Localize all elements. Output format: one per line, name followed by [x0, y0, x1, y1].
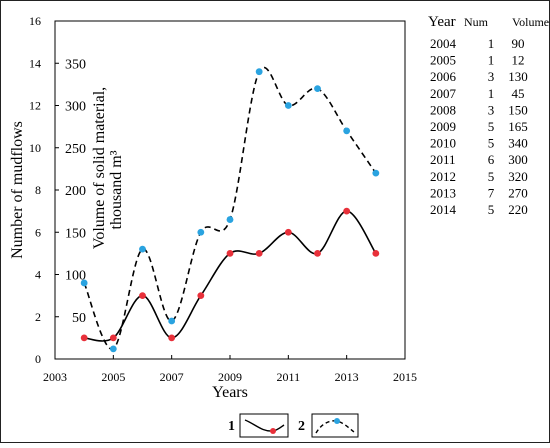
- table-cell: 2005: [430, 53, 456, 68]
- right-scale-label: 150: [65, 226, 86, 241]
- left-tick-label: 8: [35, 183, 41, 197]
- legend-swatch-2: [315, 420, 355, 434]
- legend-label-1: 1: [228, 419, 235, 434]
- series-point-1: [197, 292, 205, 300]
- table-cell: 2012: [430, 169, 456, 184]
- series-point-2: [139, 245, 146, 253]
- x-tick-label: 2009: [218, 370, 242, 384]
- series-point-2: [80, 279, 88, 287]
- legend-marker-2: [334, 418, 340, 424]
- series-point-2: [226, 216, 234, 223]
- series-point-1: [314, 249, 321, 257]
- series-point-2: [372, 169, 380, 177]
- table-cell: 2006: [430, 69, 457, 84]
- series-point-2: [109, 345, 117, 353]
- table-cell: 5: [488, 136, 495, 151]
- table-cell: 1: [488, 53, 495, 68]
- table-cell: 2013: [430, 185, 456, 200]
- series-point-1: [226, 249, 234, 257]
- table-cell: 165: [508, 119, 528, 134]
- legend-box-1: [239, 413, 289, 438]
- table-cell: 1: [488, 36, 495, 51]
- right-scale-label: 300: [65, 100, 86, 115]
- x-tick-label: 2015: [393, 370, 417, 384]
- table-cell: 300: [508, 152, 528, 167]
- legend: 1 2: [228, 413, 359, 438]
- legend-marker-1: [270, 428, 276, 434]
- table-cell: 2010: [430, 136, 456, 151]
- right-scale-label: 250: [65, 142, 86, 157]
- table-cell: 7: [488, 185, 495, 200]
- series-point-1: [80, 334, 88, 342]
- left-tick-label: 10: [29, 141, 41, 155]
- table-cell: 90: [512, 36, 525, 51]
- table-cell: 270: [508, 185, 528, 200]
- table-cell: 1: [488, 86, 495, 101]
- x-tick-label: 2011: [277, 370, 301, 384]
- x-axis-title: Years: [212, 384, 248, 401]
- series-point-2: [343, 127, 351, 135]
- table-cell: 2014: [430, 202, 457, 217]
- series-point-1: [284, 228, 292, 236]
- table-cell: 220: [508, 202, 528, 217]
- series-point-2: [197, 228, 205, 236]
- series-point-1: [372, 249, 380, 257]
- table-cell: 2004: [430, 36, 457, 51]
- series-point-1: [343, 207, 351, 215]
- left-tick-label: 0: [35, 352, 41, 366]
- series-point-1: [139, 292, 146, 300]
- series-point-2: [168, 317, 176, 325]
- table-cell: 320: [508, 169, 528, 184]
- x-tick-label: 2003: [43, 370, 67, 384]
- table-cell: 2011: [430, 152, 456, 167]
- legend-box-2: [311, 413, 359, 438]
- right-axis-title: Volume of solid material,: [91, 87, 108, 249]
- left-tick-label: 14: [29, 56, 41, 70]
- table-cell: 150: [508, 102, 528, 117]
- right-scale-label: 50: [72, 311, 86, 326]
- table-cell: 2007: [430, 86, 457, 101]
- table-cell: 3: [488, 102, 495, 117]
- series-markers: [80, 68, 380, 353]
- series-point-2: [314, 85, 321, 92]
- table-header-cell: Volume: [512, 15, 549, 29]
- series-point-1: [255, 249, 263, 257]
- table-header-cell: Year: [428, 14, 456, 30]
- x-tick-label: 2007: [160, 370, 184, 384]
- table-header-cell: Num: [464, 15, 489, 29]
- right-scale-label: 200: [65, 184, 86, 199]
- left-axis-title: Number of mudflows: [9, 121, 26, 259]
- table-cell: 3: [488, 69, 495, 84]
- right-scale-label: 350: [65, 57, 86, 72]
- table-cell: 5: [488, 202, 495, 217]
- left-tick-label: 4: [35, 268, 41, 282]
- x-tick-label: 2013: [335, 370, 359, 384]
- axis-ticks: 2003 2005 2007 2009 2011 2013 2015 0 2 4 6 8 10 12 14 1…: [29, 14, 417, 384]
- table-cell: 5: [488, 169, 495, 184]
- series-point-2: [284, 102, 292, 109]
- table-cell: 130: [508, 69, 528, 84]
- right-axis-unit: thousand m³: [108, 150, 125, 229]
- left-tick-label: 2: [35, 310, 41, 324]
- table-cell: 6: [488, 152, 495, 167]
- legend-label-2: 2: [298, 419, 305, 434]
- table-cell: 12: [512, 53, 525, 68]
- table-cell: 340: [508, 136, 528, 151]
- table-cell: 5: [488, 119, 495, 134]
- left-tick-label: 12: [29, 99, 41, 113]
- series-point-1: [168, 334, 176, 342]
- right-scale-label: 100: [65, 269, 86, 284]
- x-tick-label: 2005: [101, 370, 125, 384]
- table-cell: 2008: [430, 102, 456, 117]
- table-cell: 45: [512, 86, 525, 101]
- left-tick-label: 6: [35, 225, 41, 239]
- data-table: Year Num Volume 2004 1 90 2005 1 12 2006 3 130 2007 1…: [428, 14, 549, 217]
- left-tick-label: 16: [29, 14, 41, 28]
- series-point-2: [255, 68, 263, 76]
- series-point-1: [109, 334, 117, 342]
- table-cell: 2009: [430, 119, 456, 134]
